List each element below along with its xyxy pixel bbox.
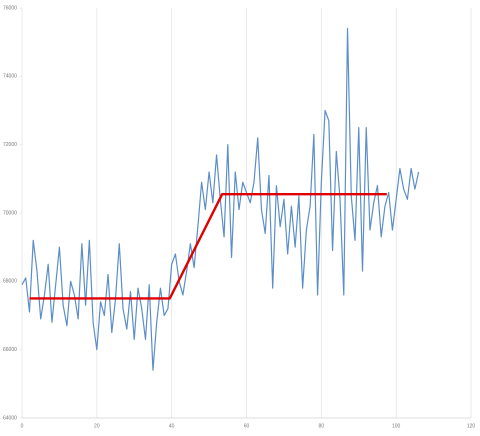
x-tick-label: 40: [169, 423, 175, 429]
y-tick-label: 68000: [3, 279, 17, 285]
data-line: [29, 193, 387, 300]
x-tick-label: 120: [467, 423, 476, 429]
y-tick-label: 64000: [3, 415, 17, 421]
y-tick-label: 70000: [3, 210, 17, 216]
x-tick-label: 100: [392, 423, 401, 429]
y-tick-label: 74000: [3, 74, 17, 80]
x-tick-label: 60: [244, 423, 250, 429]
x-tick-label: 20: [94, 423, 100, 429]
x-tick-label: 80: [319, 423, 325, 429]
y-tick-label: 66000: [3, 347, 17, 353]
x-tick-label: 0: [21, 423, 24, 429]
y-tick-label: 76000: [3, 5, 17, 11]
y-tick-label: 72000: [3, 142, 17, 148]
